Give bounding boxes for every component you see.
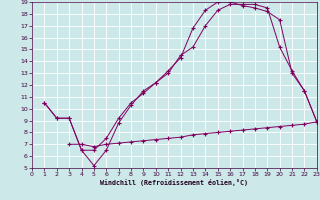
X-axis label: Windchill (Refroidissement éolien,°C): Windchill (Refroidissement éolien,°C) <box>100 179 248 186</box>
